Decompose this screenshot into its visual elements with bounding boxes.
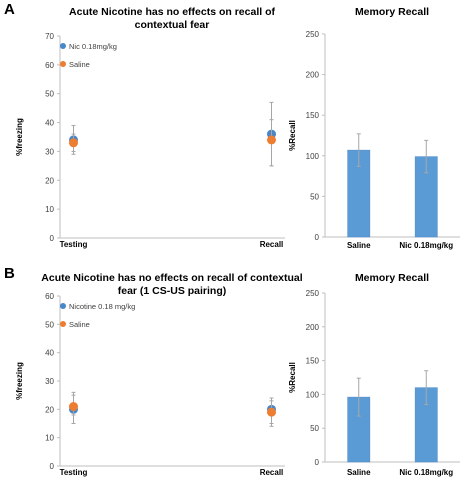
x-category-label: Recall (260, 240, 284, 249)
legend-marker (60, 43, 66, 49)
chart-title-line: Acute Nicotine has no effects on recall … (41, 272, 302, 284)
y-tick-label: 0 (50, 234, 55, 243)
y-tick-label: 50 (310, 424, 319, 433)
y-tick-label: 150 (306, 111, 320, 120)
y-tick-label: 50 (45, 90, 54, 99)
legend-marker (60, 303, 66, 309)
data-point (69, 402, 78, 411)
y-tick-label: 50 (45, 320, 54, 329)
panel-letter-a: A (4, 1, 15, 18)
y-axis-label: %freezing (15, 118, 24, 156)
legend-label: Saline (69, 60, 90, 69)
data-point (69, 138, 78, 148)
y-tick-label: 30 (45, 147, 54, 156)
x-category-label: Saline (347, 468, 371, 477)
data-point (267, 407, 276, 417)
legend-label: Nicotine 0.18 mg/kg (69, 302, 135, 311)
legend-label: Saline (69, 320, 90, 329)
y-axis-label: %freezing (15, 362, 24, 400)
data-point (267, 135, 276, 145)
y-tick-label: 50 (310, 192, 319, 201)
y-tick-label: 200 (306, 323, 320, 332)
y-tick-label: 0 (315, 458, 320, 467)
y-tick-label: 100 (306, 390, 320, 399)
y-tick-label: 40 (45, 349, 54, 358)
x-category-label: Testing (60, 468, 88, 477)
chart-title-line: contextual fear (135, 19, 210, 31)
x-category-label: Testing (60, 240, 88, 249)
y-axis-label: %Recall (288, 120, 297, 151)
y-tick-label: 60 (45, 61, 54, 70)
chart-b-scatter: Acute Nicotine has no effects on recall … (15, 272, 303, 477)
chart-title-line: Acute Nicotine has no effects on recall … (69, 6, 275, 18)
y-tick-label: 150 (306, 357, 320, 366)
x-category-label: Nic 0.18mg/kg (399, 468, 453, 477)
y-tick-label: 20 (45, 405, 54, 414)
chart-b-bar: Memory Recall 0 50 100 150 200 250 %Recall Salin… (288, 272, 460, 477)
y-axis-label: %Recall (288, 362, 297, 393)
y-tick-label: 60 (45, 292, 54, 301)
y-tick-label: 10 (45, 205, 54, 214)
panel-letter-b: B (4, 265, 15, 282)
y-tick-label: 0 (315, 233, 320, 242)
chart-title-line: Memory Recall (355, 6, 429, 18)
chart-a-scatter: Acute Nicotine has no effects on recall … (15, 6, 285, 249)
y-tick-label: 200 (306, 71, 320, 80)
y-tick-label: 30 (45, 377, 54, 386)
legend-label: Nic 0.18mg/kg (69, 42, 117, 51)
legend-marker (60, 61, 66, 67)
chart-title-line: fear (1 CS-US pairing) (118, 285, 227, 297)
y-tick-label: 0 (50, 462, 55, 471)
y-tick-label: 70 (45, 32, 54, 41)
x-category-label: Recall (260, 468, 284, 477)
chart-a-bar: Memory Recall 0 50 100 150 200 250 %Recall Salin… (288, 6, 460, 250)
y-tick-label: 10 (45, 434, 54, 443)
legend-marker (60, 321, 66, 327)
chart-title-line: Memory Recall (355, 272, 429, 284)
y-tick-label: 250 (306, 289, 320, 298)
x-category-label: Saline (347, 241, 371, 250)
x-category-label: Nic 0.18mg/kg (399, 241, 453, 250)
y-tick-label: 40 (45, 119, 54, 128)
y-tick-label: 100 (306, 152, 320, 161)
y-tick-label: 20 (45, 176, 54, 185)
y-tick-label: 250 (306, 30, 320, 39)
